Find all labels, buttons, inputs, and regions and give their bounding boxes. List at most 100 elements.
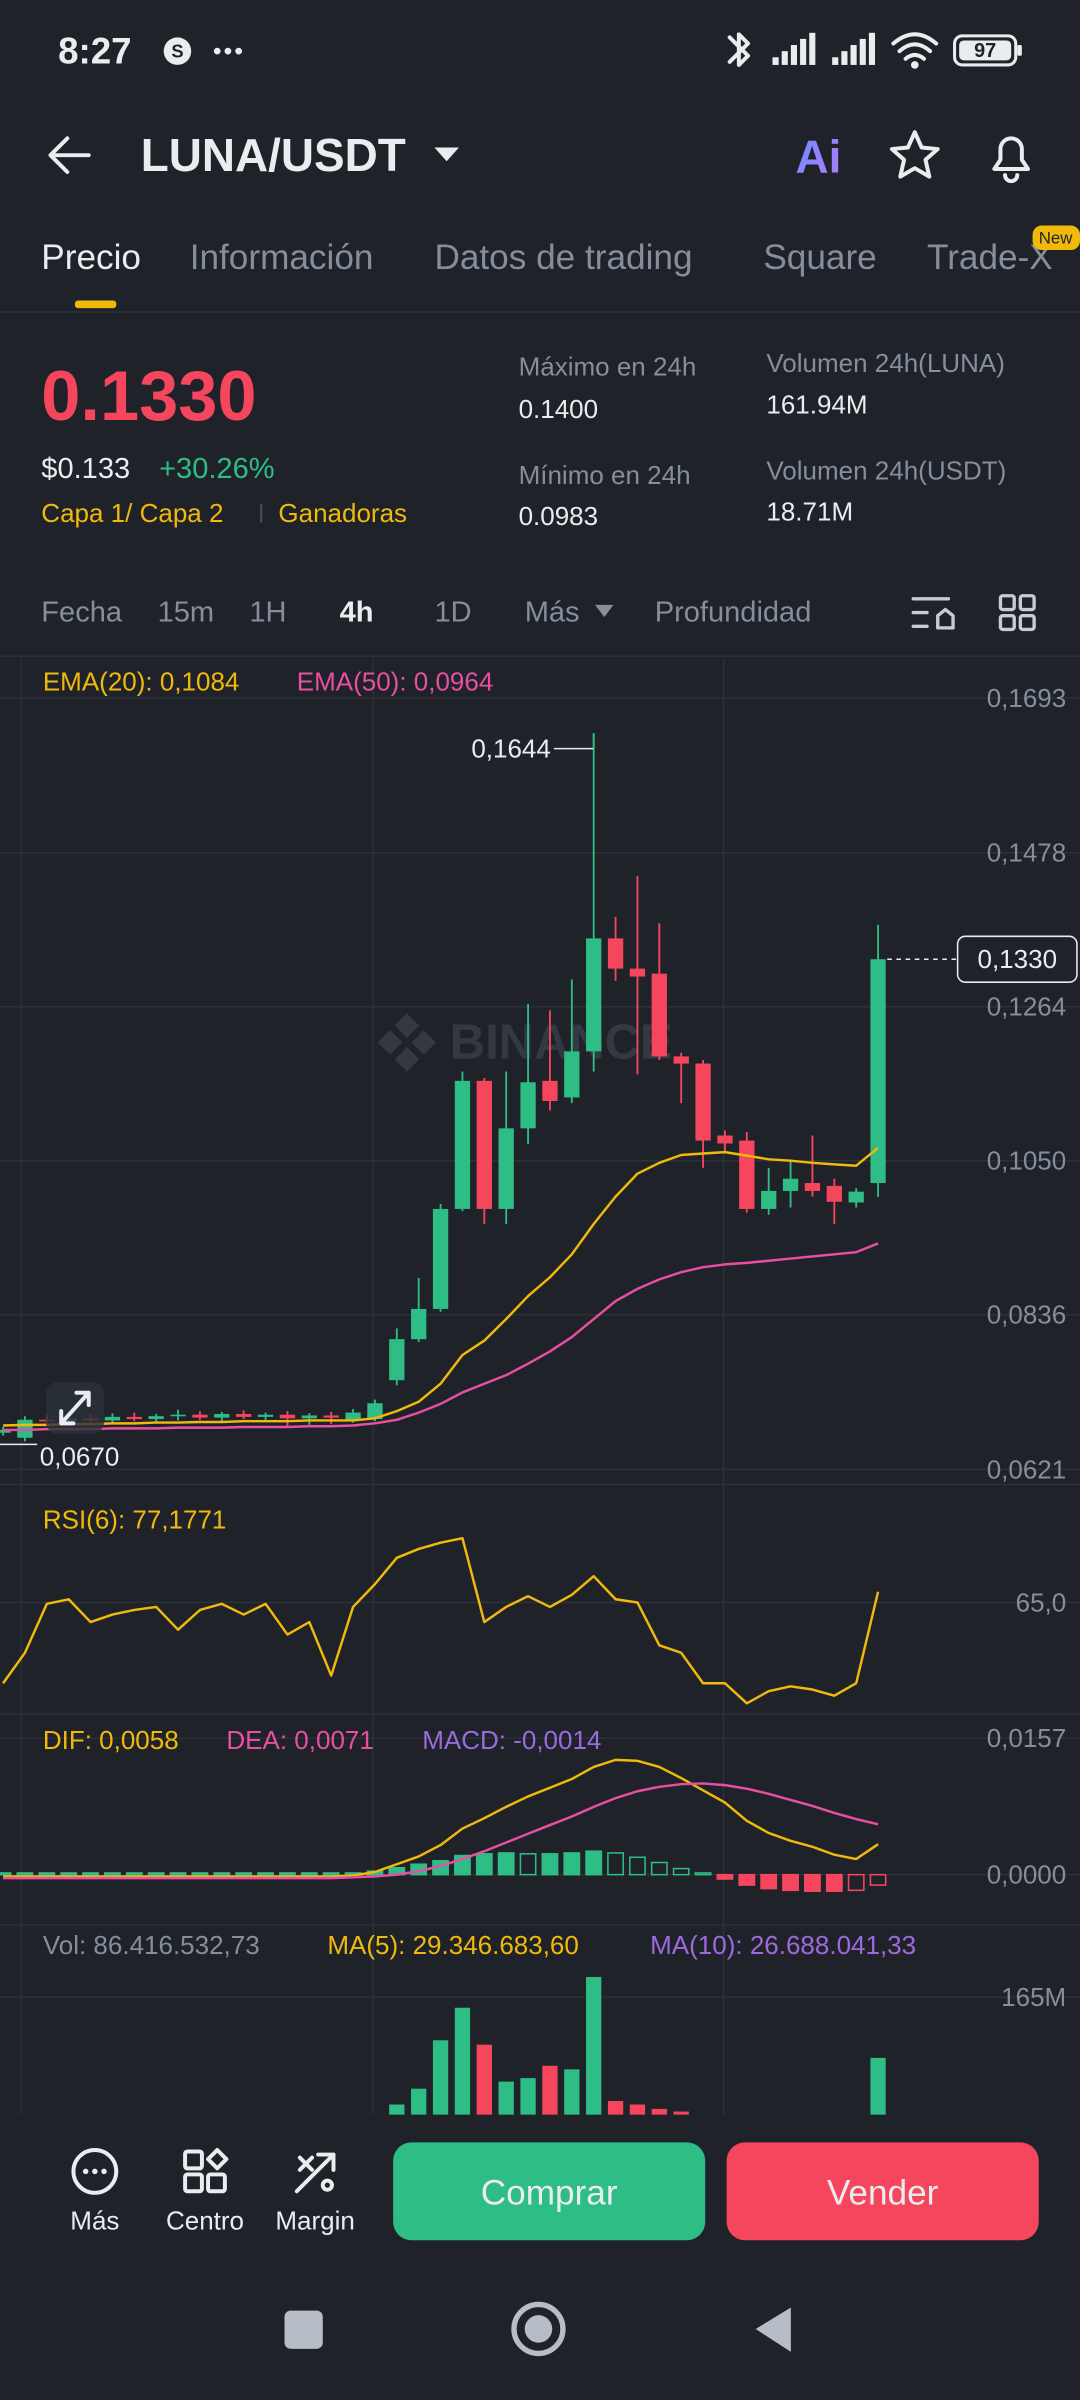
candle-body bbox=[607, 938, 624, 969]
alert-button[interactable] bbox=[992, 136, 1030, 184]
macd-bar bbox=[760, 1873, 778, 1890]
candle-body bbox=[170, 1414, 186, 1417]
macd-bar bbox=[0, 1872, 12, 1876]
indicator-legend: RSI(6): 77,1771 bbox=[43, 1505, 227, 1535]
ai-button[interactable]: Ai bbox=[795, 131, 841, 183]
macd-bar bbox=[585, 1850, 603, 1876]
interval[interactable]: Más bbox=[525, 597, 580, 629]
action-label[interactable]: Más bbox=[70, 2205, 119, 2235]
tab[interactable]: Square bbox=[763, 238, 876, 277]
candle-body bbox=[454, 1080, 471, 1209]
candle-body bbox=[236, 1414, 252, 1417]
nav-recents[interactable] bbox=[284, 2310, 323, 2349]
tag-separator bbox=[260, 503, 263, 523]
candle-body bbox=[411, 1308, 427, 1340]
volume-bar bbox=[454, 2007, 471, 2115]
candle-body bbox=[520, 1082, 536, 1129]
candle-body bbox=[848, 1191, 864, 1203]
volume-bar bbox=[586, 1976, 602, 2115]
tab[interactable]: Precio bbox=[41, 238, 141, 277]
stat-label: Mínimo en 24h bbox=[519, 460, 691, 490]
volume-bar bbox=[651, 2108, 667, 2115]
last-price-tag bbox=[956, 935, 1078, 983]
back-button[interactable] bbox=[48, 136, 91, 174]
new-badge: New bbox=[1039, 228, 1073, 247]
candle-body bbox=[279, 1414, 296, 1419]
macd-bar bbox=[82, 1872, 99, 1876]
expand-button[interactable] bbox=[45, 1382, 105, 1435]
indicator-legend: EMA(20): 0,1084 bbox=[43, 666, 240, 696]
pair-dropdown[interactable] bbox=[434, 147, 459, 162]
buy-button[interactable] bbox=[393, 2142, 706, 2241]
stat-label: Volumen 24h(USDT) bbox=[766, 455, 1006, 485]
volume-bar bbox=[476, 2044, 492, 2115]
more-icon[interactable] bbox=[71, 2147, 119, 2195]
macd-bar bbox=[650, 1861, 668, 1876]
divider bbox=[0, 311, 1080, 313]
candle-body bbox=[192, 1414, 208, 1418]
y-tick-label: 0,0157 bbox=[987, 1723, 1067, 1753]
tab[interactable]: Información bbox=[190, 238, 374, 277]
candle-body bbox=[826, 1185, 842, 1202]
y-tick-label: 165M bbox=[1001, 1982, 1066, 2012]
action-label[interactable]: Centro bbox=[166, 2205, 244, 2235]
interval-selected[interactable]: 4h bbox=[340, 597, 374, 629]
interval[interactable]: Fecha bbox=[41, 597, 123, 629]
volume-bar bbox=[432, 2040, 449, 2115]
indicator-settings[interactable] bbox=[911, 597, 955, 630]
tag[interactable]: Capa 1/ Capa 2 bbox=[41, 498, 223, 528]
action-label[interactable]: Margin bbox=[275, 2205, 354, 2235]
new-badge-bg bbox=[1032, 225, 1080, 251]
macd-bar bbox=[497, 1852, 515, 1876]
battery-level: 97 bbox=[974, 40, 996, 62]
macd-bar bbox=[169, 1872, 187, 1876]
low-label: 0,0670 bbox=[40, 1442, 120, 1472]
volume-bar bbox=[564, 2069, 580, 2115]
buy-label[interactable]: Comprar bbox=[481, 2173, 618, 2212]
layout-toggle[interactable] bbox=[998, 594, 1036, 632]
candle-body bbox=[804, 1183, 821, 1191]
nav-back[interactable] bbox=[755, 2307, 791, 2352]
ema50-line bbox=[3, 1242, 879, 1432]
macd-bar bbox=[191, 1872, 209, 1876]
favorite-button[interactable] bbox=[889, 130, 940, 179]
tab[interactable]: Datos de trading bbox=[434, 238, 692, 277]
chart: 0,1693 0,1478 0,1264 0,1050 0,0836 0,0621 EMA(… bbox=[0, 666, 1080, 2115]
interval[interactable]: 1D bbox=[434, 597, 471, 629]
macd-bar bbox=[825, 1873, 843, 1892]
macd-bar bbox=[257, 1872, 274, 1876]
y-tick-label: 0,0836 bbox=[987, 1300, 1067, 1330]
clock: 8:27 bbox=[58, 31, 131, 72]
watermark-logo bbox=[377, 1013, 436, 1072]
macd-bar bbox=[322, 1872, 340, 1876]
indicator-legend: MACD: -0,0014 bbox=[422, 1725, 601, 1755]
tag[interactable]: Ganadoras bbox=[278, 498, 407, 528]
sell-label[interactable]: Vender bbox=[827, 2173, 939, 2212]
margin-icon[interactable] bbox=[294, 2152, 336, 2194]
center-icon[interactable] bbox=[183, 2147, 229, 2194]
volume-bar bbox=[870, 2057, 886, 2115]
candle-body bbox=[148, 1416, 164, 1420]
y-tick-label: 0,1478 bbox=[987, 838, 1067, 868]
dea-line bbox=[3, 1782, 879, 1880]
last-price: 0.1330 bbox=[41, 356, 256, 435]
pair-title[interactable]: LUNA/USDT bbox=[141, 129, 406, 181]
macd-bar bbox=[782, 1873, 799, 1892]
sell-button[interactable] bbox=[726, 2142, 1039, 2241]
interval[interactable]: 15m bbox=[158, 597, 215, 629]
nav-home[interactable] bbox=[511, 2301, 566, 2357]
volume-bar bbox=[411, 2088, 427, 2115]
candle-body bbox=[761, 1190, 777, 1209]
more-dropdown[interactable] bbox=[595, 604, 614, 618]
macd-bar bbox=[16, 1872, 34, 1876]
interval[interactable]: 1H bbox=[249, 597, 286, 629]
stat-label: Máximo en 24h bbox=[519, 351, 697, 381]
watermark: BINANCE bbox=[450, 1015, 673, 1069]
stat-label: Volumen 24h(LUNA) bbox=[766, 348, 1004, 378]
volume-bar bbox=[629, 2104, 646, 2115]
candle-body bbox=[629, 968, 646, 977]
tab[interactable]: Trade-X bbox=[927, 238, 1053, 277]
interval[interactable]: Profundidad bbox=[655, 597, 812, 629]
